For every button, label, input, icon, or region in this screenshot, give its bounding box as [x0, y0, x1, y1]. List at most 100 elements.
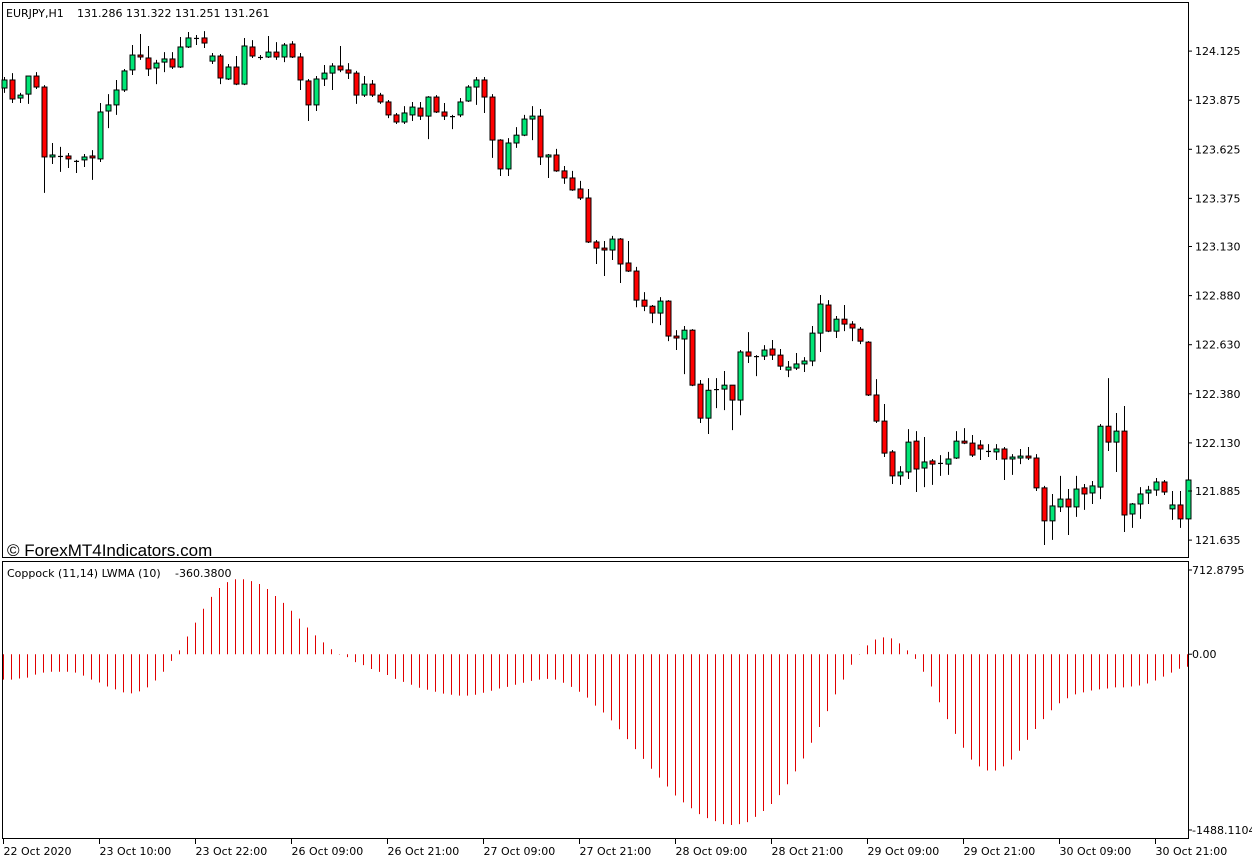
candle-body-bear [1025, 455, 1032, 459]
candle-body-bear [441, 111, 448, 117]
candle-body-bear [825, 304, 832, 332]
candle-body-bull [457, 101, 464, 116]
candle-body-bear [689, 329, 696, 386]
candle [241, 37, 248, 86]
candle-body-bull [25, 75, 32, 95]
candle [881, 404, 888, 458]
candle [1145, 485, 1152, 504]
candle-body-bear [497, 139, 504, 170]
candle-body-bear [273, 51, 280, 58]
candle [657, 297, 664, 326]
price-panel-frame [2, 2, 1189, 558]
watermark: © ForexMT4Indicators.com [7, 541, 212, 560]
candle [225, 64, 232, 80]
candle-body-bull [921, 461, 928, 469]
candle [1121, 405, 1128, 533]
candle [129, 45, 136, 76]
candle [25, 75, 32, 104]
candle-body-bull [1113, 430, 1120, 443]
candle [258, 55, 263, 60]
candle [714, 378, 719, 409]
candle-body-bull [1009, 456, 1016, 460]
candle [609, 235, 616, 261]
candle-body-bull [473, 79, 480, 88]
coppock-histogram [3, 579, 1188, 826]
candle [489, 94, 496, 158]
candle-body-bull [209, 55, 216, 62]
candle-body-bull [409, 106, 416, 116]
candle-body-bear [729, 384, 736, 401]
candle-body-bull [1185, 479, 1192, 520]
price-tick-label: 122.630 [1195, 339, 1241, 352]
candle [569, 170, 576, 191]
candle [194, 34, 199, 46]
candle [145, 45, 152, 77]
candle-body-bear [1001, 448, 1008, 460]
candle [89, 150, 96, 180]
candle-body-bear [553, 154, 560, 172]
candle-body-bear [857, 328, 864, 342]
candle-body-bull [657, 300, 664, 314]
candle [513, 127, 520, 148]
candle-body-bear [633, 270, 640, 301]
candle [1113, 413, 1120, 472]
candle-body-bull [529, 115, 536, 120]
candle [289, 41, 296, 58]
candle-body-bear [337, 65, 344, 71]
candle-body-bear [561, 170, 568, 179]
candle [1009, 454, 1016, 475]
candle [273, 42, 280, 60]
candle-body-bear [489, 96, 496, 141]
price-tick-label: 122.880 [1195, 290, 1241, 303]
candle [945, 451, 952, 475]
indicator-tick-label: -1488.1104 [1192, 824, 1252, 837]
candle [897, 466, 904, 485]
candle-body-bull [1153, 481, 1160, 491]
candle [761, 345, 768, 361]
candle [65, 153, 72, 168]
candle-body-bull [505, 142, 512, 170]
indicator-label: Coppock (11,14) LWMA (10) [7, 567, 161, 580]
time-tick-label: 30 Oct 09:00 [1060, 845, 1132, 858]
candle-body-bear [89, 155, 96, 159]
candle-body-bear [593, 241, 600, 249]
candle-body-bull [513, 134, 520, 144]
candle [58, 146, 63, 172]
candle [953, 431, 960, 460]
candle-body-bull [1169, 504, 1176, 510]
candle [537, 109, 544, 166]
candle-body-bear [865, 341, 872, 396]
candle-body-bull [897, 471, 904, 477]
candle-body-bull [705, 389, 712, 419]
candle [737, 350, 744, 416]
candle [754, 355, 759, 377]
candle [745, 332, 752, 363]
candle [369, 79, 376, 98]
price-tick-label: 122.130 [1195, 437, 1241, 450]
candle [521, 114, 528, 137]
candle-body-bull [161, 58, 168, 63]
candle [545, 154, 552, 178]
candle [233, 56, 240, 86]
candle-body-bull [265, 51, 272, 58]
candle [169, 52, 176, 69]
candle [265, 35, 272, 58]
candle [665, 300, 672, 342]
candle-body-bear [1033, 457, 1040, 489]
candle [393, 112, 400, 124]
candle [209, 53, 216, 65]
indicator-tick-label: 712.8795 [1192, 564, 1245, 577]
candle-body-bear [1105, 425, 1112, 443]
candle [113, 79, 120, 115]
candle-body-bull [177, 46, 184, 68]
candle-body-bull [113, 89, 120, 106]
candle [105, 94, 112, 129]
price-tick-label: 122.380 [1195, 388, 1241, 401]
candle [473, 77, 480, 105]
candle [905, 429, 912, 480]
candle [801, 357, 808, 372]
candle-body-bear [1121, 430, 1128, 516]
candle [1073, 475, 1080, 517]
candle [345, 63, 352, 79]
